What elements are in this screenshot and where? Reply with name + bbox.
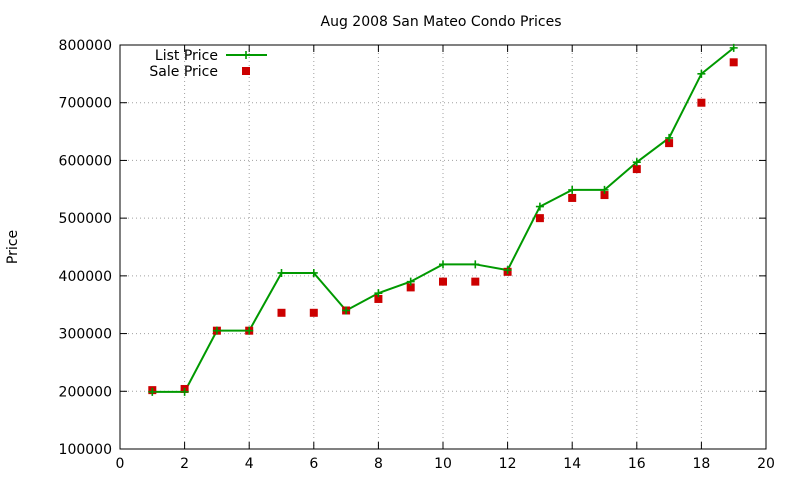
y-tick-label: 800000	[59, 38, 112, 54]
list-price-point	[439, 260, 447, 269]
grid	[120, 45, 766, 449]
sale-price-point	[729, 58, 738, 67]
axis-ticks: 0 2 4 6 8 10 12 14 16 18 20 100000 200000 300000 40000…	[59, 38, 775, 472]
legend-label-sale-price: Sale Price	[149, 64, 218, 80]
sale-price-point	[406, 283, 415, 292]
list-price-line	[152, 47, 735, 393]
y-tick-label: 200000	[59, 384, 112, 400]
sale-price-point	[697, 98, 706, 107]
list-price-point	[212, 326, 221, 335]
sale-price-point	[439, 277, 447, 286]
list-price-point	[277, 268, 286, 277]
list-price-point	[503, 266, 512, 275]
y-tick-label: 600000	[59, 153, 112, 169]
chart-title: Aug 2008 San Mateo Condo Prices	[321, 14, 562, 30]
sale-price-point	[471, 277, 480, 286]
sale-price-point	[277, 308, 286, 317]
sale-price-point	[374, 294, 383, 303]
list-price-point	[535, 202, 544, 211]
list-price-point	[471, 260, 480, 269]
x-tick-label: 0	[116, 456, 125, 472]
x-tick-label: 12	[499, 456, 517, 472]
sale-price-point	[535, 214, 544, 223]
list-price-point	[309, 268, 318, 277]
list-price-point	[406, 277, 415, 286]
sale-price-point	[309, 308, 318, 317]
y-tick-label: 500000	[59, 211, 112, 227]
x-tick-label: 16	[628, 456, 646, 472]
x-tick-label: 4	[245, 456, 254, 472]
y-tick-label: 300000	[59, 327, 112, 343]
list-price-point	[632, 158, 641, 167]
list-price-point	[245, 326, 254, 335]
sale-price-point	[632, 165, 641, 174]
list-price-point	[697, 69, 706, 78]
list-price-point	[568, 185, 577, 194]
sale-price-point	[568, 193, 577, 202]
x-tick-label: 6	[309, 456, 318, 472]
sale-price-point	[665, 139, 674, 148]
x-tick-label: 14	[563, 456, 581, 472]
x-tick-label: 8	[374, 456, 383, 472]
list-price-point	[148, 387, 157, 396]
y-tick-label: 400000	[59, 269, 112, 285]
list-price-point	[600, 185, 609, 194]
list-price-point	[342, 306, 351, 315]
list-price-point	[729, 43, 738, 52]
list-price-point	[665, 133, 674, 142]
legend-label-list-price: List Price	[155, 48, 218, 64]
sale-price-point	[600, 191, 609, 200]
list-price-point	[374, 289, 383, 298]
y-axis-label: Price	[5, 230, 21, 264]
list-price-point	[180, 387, 189, 396]
legend-swatch-list-price-marker	[242, 51, 250, 59]
x-tick-label: 10	[434, 456, 452, 472]
x-tick-label: 18	[692, 456, 710, 472]
series-layer	[148, 43, 738, 396]
x-tick-label: 2	[180, 456, 189, 472]
y-tick-label: 100000	[59, 442, 112, 458]
legend-swatch-sale-price	[242, 67, 250, 75]
y-tick-label: 700000	[59, 96, 112, 112]
x-tick-label: 20	[757, 456, 775, 472]
